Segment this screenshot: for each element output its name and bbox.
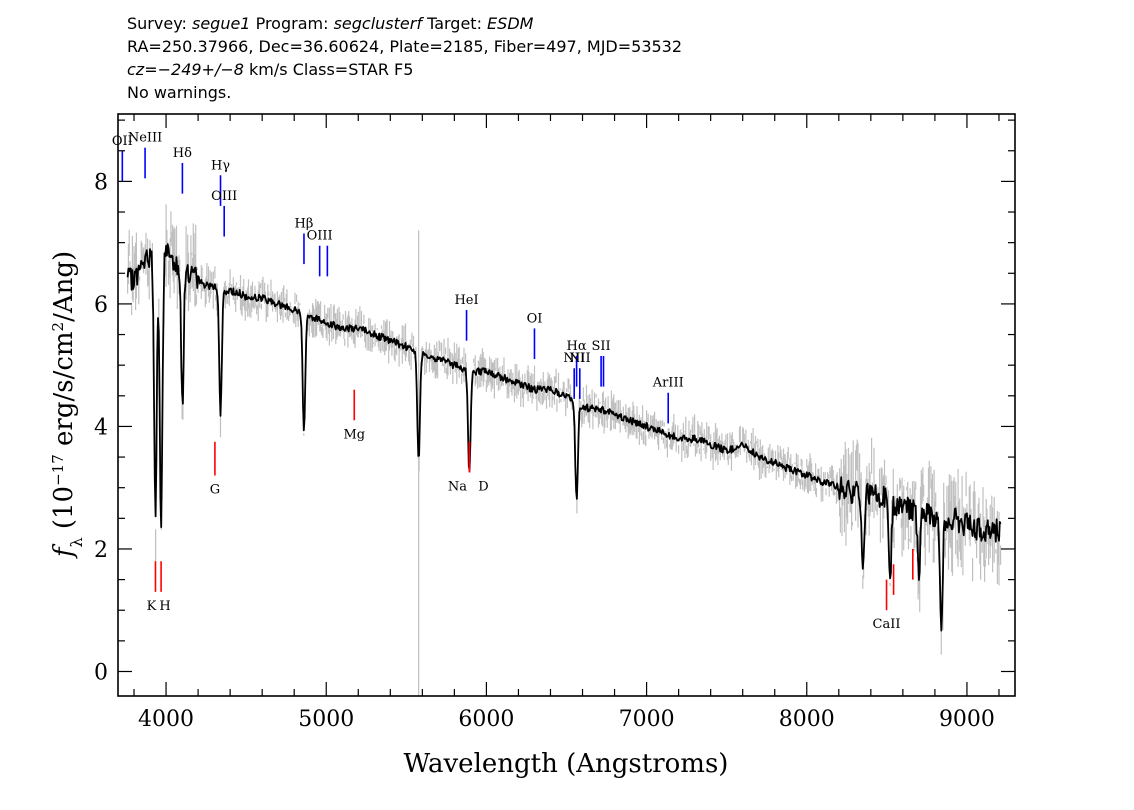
- target-label: Target:: [427, 14, 482, 33]
- axis-ticks: 4000 5000 6000 7000 8000 9000 0 2 4 6 8: [94, 114, 1015, 732]
- header-line-survey: Survey: segue1 Program: segclusterf Targ…: [127, 12, 1027, 35]
- x-axis-label: Wavelength (Angstroms): [404, 749, 729, 779]
- spectrum-series: [126, 243, 1002, 632]
- emission-label: OI: [527, 311, 543, 326]
- x-tick-label: 4000: [138, 707, 194, 732]
- absorption-label: K: [147, 599, 157, 614]
- emission-label: NII: [563, 351, 585, 366]
- emission-label: Hβ: [295, 216, 314, 231]
- emission-label: OII: [112, 134, 133, 149]
- y-axis-label: fλ (10−17 erg/s/cm2/Ang): [49, 251, 86, 559]
- emission-label: HeI: [454, 293, 478, 308]
- error-band: [127, 204, 1002, 655]
- x-tick-label: 6000: [458, 707, 514, 732]
- plot-border: [117, 113, 1016, 697]
- y-axis-label-text: fλ (10−17 erg/s/cm2/Ang): [49, 251, 86, 559]
- x-tick-label: 7000: [619, 707, 675, 732]
- emission-label: SII: [592, 339, 611, 354]
- y-tick-label: 8: [94, 170, 108, 195]
- absorption-label: CaII: [873, 617, 901, 632]
- survey-label: Survey:: [127, 14, 187, 33]
- y-tick-label: 4: [94, 415, 108, 440]
- class-value: km/s Class=STAR F5: [249, 60, 414, 79]
- error-series: [127, 204, 1002, 696]
- emission-label: Hα: [567, 339, 587, 354]
- cz-value: cz=−249+/−8: [127, 60, 244, 79]
- y-tick-label: 2: [94, 538, 108, 563]
- program-label: Program:: [255, 14, 329, 33]
- program-value: segclusterf: [333, 14, 422, 33]
- absorption-label: Mg: [343, 427, 365, 442]
- absorption-label: Na: [448, 479, 467, 494]
- x-tick-label: 5000: [298, 707, 354, 732]
- absorption-label: D: [478, 479, 488, 494]
- y-tick-label: 0: [94, 660, 108, 685]
- emission-label: Hγ: [211, 158, 230, 173]
- emission-label: NII: [569, 351, 591, 366]
- spectrum-header: Survey: segue1 Program: segclusterf Targ…: [127, 12, 1027, 104]
- emission-label: NeIII: [128, 131, 162, 146]
- emission-label: OIII: [211, 189, 237, 204]
- emission-label: OIII: [307, 229, 333, 244]
- absorption-label: G: [210, 482, 220, 497]
- y-tick-label: 6: [94, 293, 108, 318]
- emission-label: Hδ: [173, 146, 192, 161]
- header-line-redshift: cz=−249+/−8 km/s Class=STAR F5: [127, 58, 1027, 81]
- x-tick-label: 9000: [939, 707, 995, 732]
- plot-frame: [117, 113, 1016, 697]
- target-value: ESDM: [487, 14, 534, 33]
- line-markers: OIINeIIIHδHγOIIIHβOIIIHeIOINIIHαNIISIIAr…: [112, 131, 914, 632]
- header-line-warnings: No warnings.: [127, 83, 232, 102]
- spectrum-line: [126, 243, 1002, 632]
- x-tick-label: 8000: [779, 707, 835, 732]
- survey-value: segue1: [191, 14, 251, 33]
- emission-label: ArIII: [652, 376, 684, 391]
- header-line-coords: RA=250.37966, Dec=36.60624, Plate=2185, …: [127, 37, 683, 56]
- absorption-label: H: [159, 599, 170, 614]
